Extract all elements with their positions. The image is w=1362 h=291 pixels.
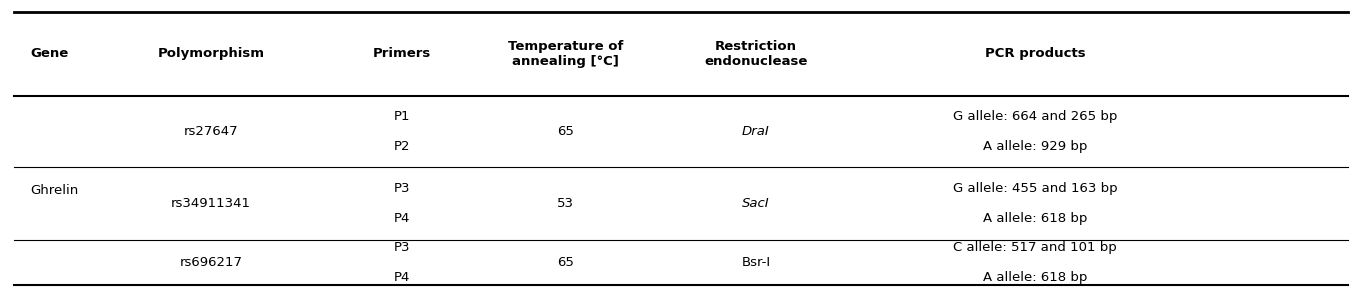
Text: A allele: 618 bp: A allele: 618 bp: [983, 271, 1087, 284]
Text: C allele: 517 and 101 bp: C allele: 517 and 101 bp: [953, 241, 1117, 254]
Text: Ghrelin: Ghrelin: [30, 184, 78, 197]
Text: rs34911341: rs34911341: [172, 197, 251, 210]
Text: P2: P2: [394, 140, 410, 153]
Text: 53: 53: [557, 197, 573, 210]
Text: A allele: 618 bp: A allele: 618 bp: [983, 212, 1087, 225]
Text: 65: 65: [557, 256, 573, 269]
Text: P1: P1: [394, 110, 410, 123]
Text: P3: P3: [394, 182, 410, 195]
Text: Bsr-I: Bsr-I: [741, 256, 771, 269]
Text: P4: P4: [394, 212, 410, 225]
Text: PCR products: PCR products: [985, 47, 1086, 60]
Text: G allele: 455 and 163 bp: G allele: 455 and 163 bp: [953, 182, 1117, 195]
Text: G allele: 664 and 265 bp: G allele: 664 and 265 bp: [953, 110, 1117, 123]
Text: P4: P4: [394, 271, 410, 284]
Text: DraI: DraI: [742, 125, 770, 138]
Text: Temperature of
annealing [°C]: Temperature of annealing [°C]: [508, 40, 622, 68]
Text: SacI: SacI: [742, 197, 770, 210]
Text: P3: P3: [394, 241, 410, 254]
Text: rs696217: rs696217: [180, 256, 242, 269]
Text: Primers: Primers: [373, 47, 430, 60]
Text: Polymorphism: Polymorphism: [158, 47, 264, 60]
Text: rs27647: rs27647: [184, 125, 238, 138]
Text: Gene: Gene: [30, 47, 68, 60]
Text: Restriction
endonuclease: Restriction endonuclease: [704, 40, 808, 68]
Text: A allele: 929 bp: A allele: 929 bp: [983, 140, 1087, 153]
Text: 65: 65: [557, 125, 573, 138]
